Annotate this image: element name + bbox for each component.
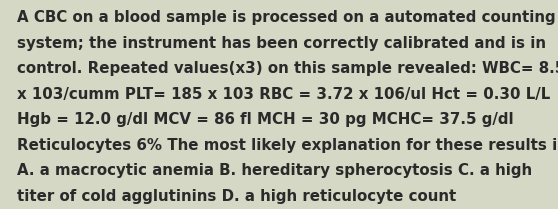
Text: A. a macrocytic anemia B. hereditary spherocytosis C. a high: A. a macrocytic anemia B. hereditary sph…: [17, 163, 532, 178]
Text: x 103/cumm PLT= 185 x 103 RBC = 3.72 x 106/ul Hct = 0.30 L/L: x 103/cumm PLT= 185 x 103 RBC = 3.72 x 1…: [17, 87, 550, 102]
Text: Hgb = 12.0 g/dl MCV = 86 fl MCH = 30 pg MCHC= 37.5 g/dl: Hgb = 12.0 g/dl MCV = 86 fl MCH = 30 pg …: [17, 112, 513, 127]
Text: system; the instrument has been correctly calibrated and is in: system; the instrument has been correctl…: [17, 36, 546, 51]
Text: titer of cold agglutinins D. a high reticulocyte count: titer of cold agglutinins D. a high reti…: [17, 189, 456, 204]
Text: control. Repeated values(x3) on this sample revealed: WBC= 8.5: control. Repeated values(x3) on this sam…: [17, 61, 558, 76]
Text: A CBC on a blood sample is processed on a automated counting: A CBC on a blood sample is processed on …: [17, 10, 555, 25]
Text: Reticulocytes 6% The most likely explanation for these results is:: Reticulocytes 6% The most likely explana…: [17, 138, 558, 153]
